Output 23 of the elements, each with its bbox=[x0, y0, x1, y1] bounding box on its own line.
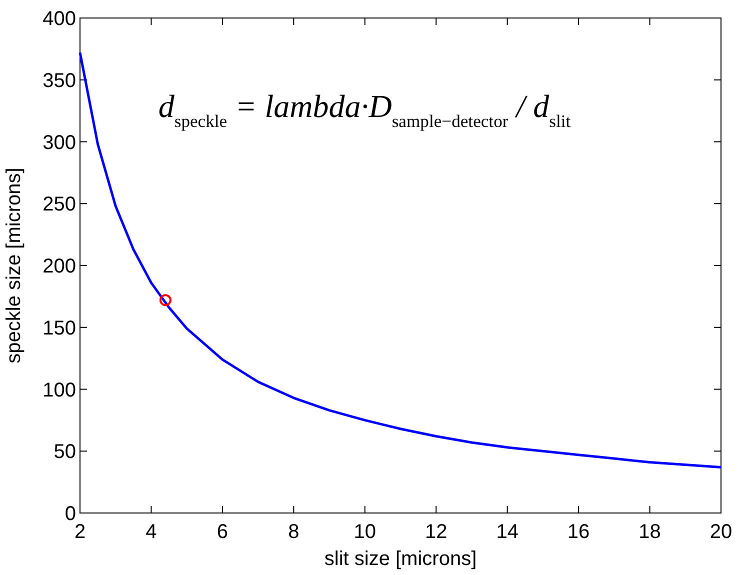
y-tick-label: 100 bbox=[42, 379, 76, 402]
x-tick-label: 12 bbox=[424, 521, 448, 543]
x-tick-label: 16 bbox=[567, 521, 590, 543]
annotation: d$_{speckle}$ = lambda·D$_{sample−detector}$ / d$_{slit}$ bbox=[158, 88, 571, 131]
line-series bbox=[78, 51, 722, 468]
x-tick-label: 6 bbox=[216, 521, 228, 543]
x-tick-label: 2 bbox=[74, 521, 86, 543]
y-tick-label: 50 bbox=[54, 441, 76, 464]
x-axis-title: slit size [microns] bbox=[324, 548, 477, 570]
y-tick-label: 250 bbox=[42, 194, 76, 216]
y-tick-label: 0 bbox=[64, 503, 76, 525]
y-tick-label: 150 bbox=[42, 317, 76, 340]
x-tick-label: 18 bbox=[638, 521, 661, 543]
x-tick-label: 14 bbox=[496, 521, 518, 543]
x-tick-label: 8 bbox=[288, 521, 300, 543]
y-tick-label: 400 bbox=[42, 8, 76, 30]
x-tick-label: 4 bbox=[146, 521, 157, 543]
x-tick-label: 20 bbox=[710, 521, 732, 543]
y-tick-label: 300 bbox=[42, 132, 76, 154]
y-tick-label: 350 bbox=[42, 70, 76, 92]
x-tick-label: 10 bbox=[354, 521, 376, 543]
y-axis-title: speckle size [microns] bbox=[3, 168, 25, 364]
y-tick-label: 200 bbox=[42, 256, 76, 278]
